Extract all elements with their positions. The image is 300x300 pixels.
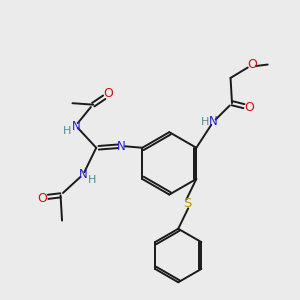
Text: N: N	[79, 168, 88, 181]
Text: O: O	[37, 192, 47, 205]
Text: N: N	[209, 115, 218, 128]
Text: H: H	[88, 175, 97, 185]
Text: H: H	[201, 117, 209, 127]
Text: O: O	[244, 100, 254, 114]
Text: O: O	[247, 58, 257, 71]
Text: O: O	[103, 88, 113, 100]
Text: H: H	[63, 126, 71, 136]
Text: N: N	[72, 120, 80, 133]
Text: N: N	[117, 140, 126, 153]
Text: S: S	[183, 197, 191, 210]
